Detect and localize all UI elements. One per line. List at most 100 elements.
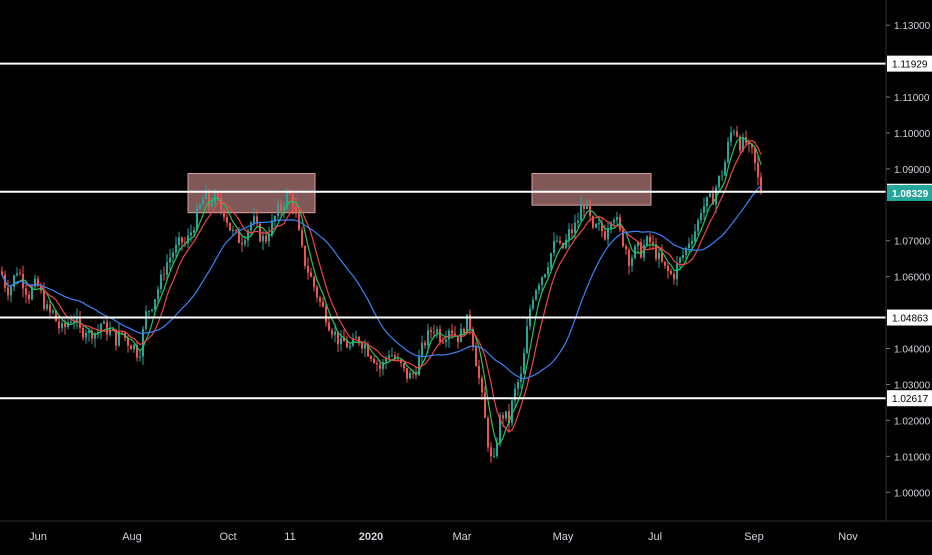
candle-body (355, 336, 357, 339)
time-tick-label: Sep (744, 531, 764, 543)
candle-body (751, 143, 753, 148)
moving-average-short (1, 136, 762, 445)
candles (1, 125, 762, 464)
price-tick-label: 1.13000 (894, 21, 931, 32)
candle-body (757, 162, 759, 178)
candle-body (82, 327, 84, 338)
candle-body (349, 345, 351, 348)
time-tick-label: Oct (219, 531, 236, 543)
candle-body (16, 273, 18, 276)
candle-body (421, 342, 423, 357)
candle-body (499, 415, 501, 444)
candle-body (502, 415, 504, 419)
candle-body (406, 368, 408, 379)
candle-body (583, 205, 585, 209)
time-tick-label: 11 (284, 531, 295, 543)
candle-body (727, 141, 729, 162)
time-axis[interactable]: Jun Aug Oct 11 2020 Mar May Jul Sep Nov (29, 531, 858, 543)
candle-body (313, 276, 315, 288)
candle-body (121, 331, 123, 333)
candle-body (118, 331, 120, 346)
candle-body (418, 356, 420, 376)
candle-body (481, 378, 483, 393)
candle-body (58, 321, 60, 329)
candle-body (664, 261, 666, 266)
candle-body (367, 344, 369, 357)
candle-body (43, 290, 45, 309)
candle-body (139, 356, 141, 358)
candle-body (442, 341, 444, 343)
candle-body (151, 309, 153, 312)
candle-body (253, 216, 255, 223)
candle-body (13, 275, 15, 287)
candle-body (574, 222, 576, 233)
candle-body (655, 244, 657, 260)
candle-body (289, 192, 291, 195)
candle-body (454, 333, 456, 336)
candle-body (604, 231, 606, 240)
candle-body (277, 204, 279, 217)
candle-body (688, 243, 690, 248)
candle-body (331, 330, 333, 335)
candle-body (280, 204, 282, 211)
candle-body (1, 271, 3, 275)
candle-body (337, 331, 339, 345)
candle-body (247, 230, 249, 241)
candle-body (268, 234, 270, 242)
moving-averages (1, 136, 762, 445)
candle-body (748, 143, 750, 145)
price-tick-label: 1.09000 (894, 165, 931, 176)
candle-body (739, 136, 741, 151)
candle-body (73, 321, 75, 323)
candle-body (241, 242, 243, 245)
level-price-badge (887, 390, 932, 407)
candle-body (430, 330, 432, 332)
candle-body (403, 363, 405, 369)
candle-body (130, 345, 132, 350)
candle-body (265, 235, 267, 242)
candle-body (412, 373, 414, 375)
candle-body (472, 329, 474, 347)
price-tick-label: 1.02000 (894, 416, 931, 427)
candle-body (658, 252, 660, 260)
candle-body (631, 258, 633, 266)
candle-body (475, 346, 477, 367)
candle-body (370, 356, 372, 360)
candle-body (514, 388, 516, 401)
candle-body (589, 201, 591, 216)
candle-body (262, 235, 264, 242)
candle-body (220, 198, 222, 210)
candle-body (547, 267, 549, 275)
candle-body (625, 246, 627, 250)
candle-body (328, 322, 330, 331)
candle-body (385, 358, 387, 363)
candle-body (463, 328, 465, 333)
price-axis[interactable]: 1.13000 1.11000 1.10000 1.09000 1.07000 1.060… (886, 21, 931, 499)
candle-body (187, 235, 189, 244)
candle-body (634, 246, 636, 259)
candle-body (694, 231, 696, 242)
candle-body (163, 274, 165, 276)
candle-body (445, 339, 447, 342)
candle-body (652, 242, 654, 245)
candle-body (322, 301, 324, 307)
level-price-badge (887, 55, 932, 72)
price-tick-label: 1.07000 (894, 237, 931, 248)
horizontal-levels[interactable] (0, 62, 886, 400)
candle-body (319, 297, 321, 302)
moving-average-medium (1, 139, 762, 433)
candle-body (400, 359, 402, 364)
candle-body (742, 137, 744, 151)
candle-body (199, 204, 201, 209)
candle-body (508, 411, 510, 424)
candle-body (637, 242, 639, 247)
candle-body (256, 216, 258, 224)
candle-body (76, 316, 78, 322)
candle-body (34, 278, 36, 287)
candle-body (544, 274, 546, 278)
candle-body (613, 220, 615, 223)
candle-body (31, 286, 33, 300)
last-price-badge (887, 184, 932, 201)
